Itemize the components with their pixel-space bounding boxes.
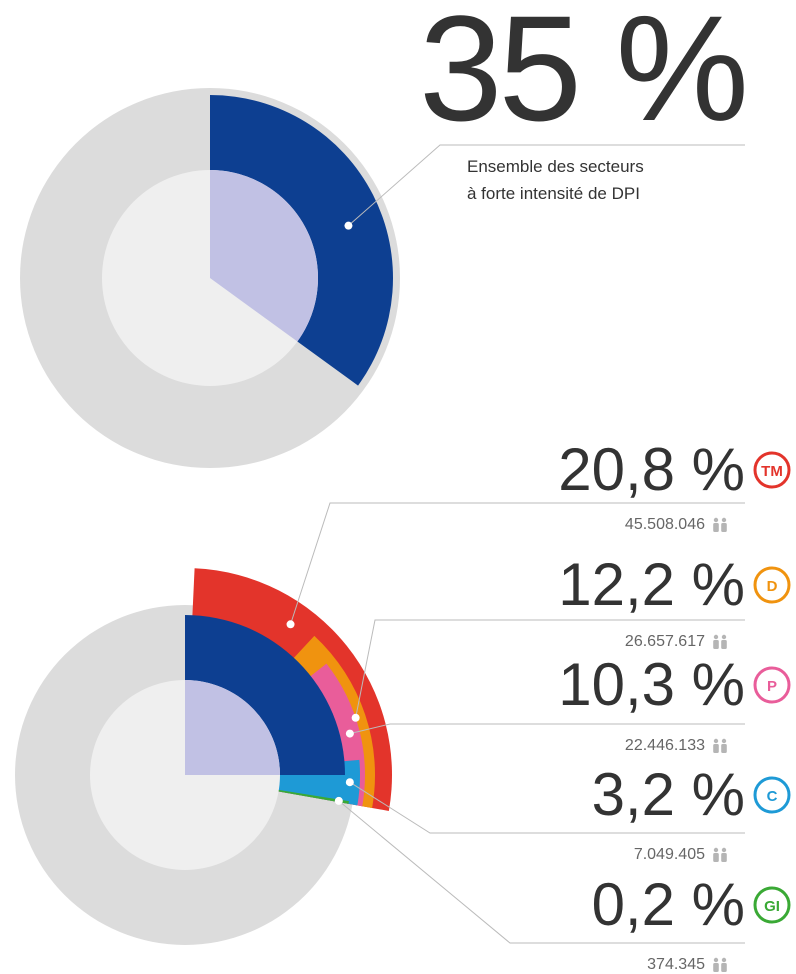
category-badge [753,666,791,704]
population: 45.508.046 [625,516,705,533]
category-label: D [767,578,778,595]
big-value: 35 % [419,0,745,152]
person-icon [713,963,719,972]
person-icon [721,517,727,523]
category-label: P [767,678,777,695]
pie-slice-inner [210,170,319,342]
person-icon [721,634,727,640]
leader-dot [334,796,343,805]
leader-dot [344,221,353,230]
person-icon [713,640,719,649]
value-label: 3,2 % [592,761,745,828]
value-label: 12,2 % [558,551,745,618]
leader-line [349,781,745,834]
leader-line [290,502,745,625]
value-label: 0,2 % [592,871,745,938]
leader-dot [286,620,295,629]
category-label: C [767,788,778,805]
person-icon [721,523,727,532]
population: 26.657.617 [625,633,705,650]
leader-line [349,723,745,735]
population: 374.345 [647,956,705,973]
category-label: GI [764,898,780,915]
person-icon [721,738,727,744]
person-icon [713,634,719,640]
category-badge [753,776,791,814]
leader-line [338,800,745,944]
person-icon [713,957,719,963]
population: 7.049.405 [634,846,705,863]
person-icon [721,640,727,649]
leader-line [348,144,745,227]
person-icon [713,853,719,862]
leader-line [355,619,745,718]
person-icon [721,853,727,862]
person-icon [721,847,727,853]
population: 22.446.133 [625,737,705,754]
person-icon [721,957,727,963]
person-icon [721,963,727,972]
label: à forte intensité de DPI [467,184,640,203]
person-icon [713,738,719,744]
category-badge [753,886,791,924]
person-icon [721,744,727,753]
person-icon [713,847,719,853]
label: Ensemble des secteurs [467,157,644,176]
base-slice-inner [185,680,280,775]
leader-dot [345,778,354,787]
value-label: 10,3 % [558,651,745,718]
leader-dot [351,713,360,722]
category-label: TM [761,463,783,480]
person-icon [713,744,719,753]
category-badge [753,566,791,604]
leader-dot [345,729,354,738]
person-icon [713,523,719,532]
value-label: 20,8 % [558,436,745,503]
category-badge [753,451,791,489]
person-icon [713,517,719,523]
